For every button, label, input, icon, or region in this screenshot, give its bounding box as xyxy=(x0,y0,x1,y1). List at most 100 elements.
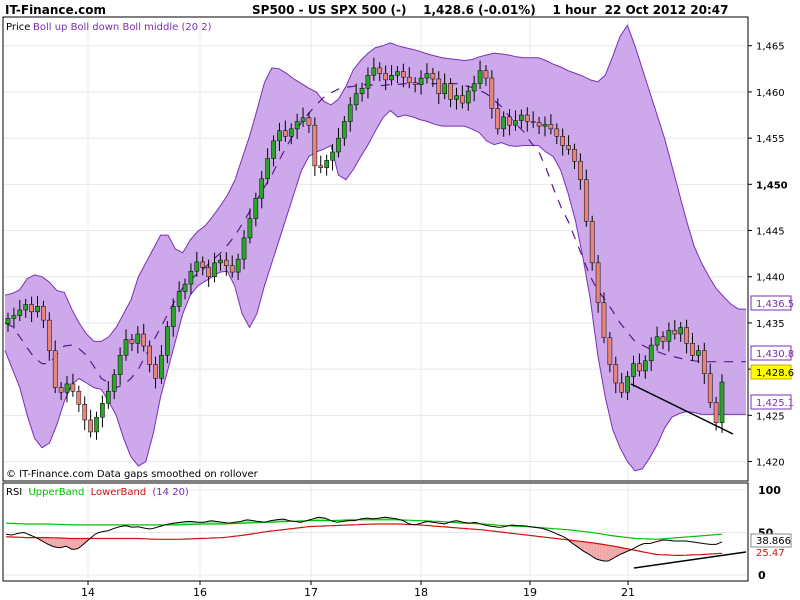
candle-body xyxy=(601,302,607,338)
rsi-oversold-fill xyxy=(65,538,69,548)
rsi-grid xyxy=(4,484,746,580)
boll-middle-label-box xyxy=(750,345,792,361)
candle-body xyxy=(572,148,577,162)
candle-body xyxy=(182,283,188,292)
candle-body xyxy=(578,160,583,180)
rsi-oversold-fill xyxy=(77,538,81,549)
candle-body xyxy=(194,261,200,272)
candle-body xyxy=(560,136,565,146)
candle-body xyxy=(713,402,719,423)
price-legend-series: Boll up Boll down Boll middle (20 2) xyxy=(33,22,212,33)
candle-body xyxy=(536,122,542,127)
rsi-oversold-fill xyxy=(62,538,66,548)
rsi-trend-line xyxy=(633,551,747,569)
rsi-overbought-fill xyxy=(185,521,188,525)
candle-body xyxy=(247,218,253,239)
candle-body xyxy=(530,121,536,123)
candle-body xyxy=(123,339,129,356)
candle-body xyxy=(696,350,701,356)
rsi-oversold-fill xyxy=(56,537,60,548)
candle-body xyxy=(41,306,46,321)
price-footer-note: © IT-Finance.com Data gaps smoothed on r… xyxy=(6,469,259,480)
brand-title: IT-Finance.com xyxy=(5,3,106,17)
candle-body xyxy=(401,71,406,78)
candle-body xyxy=(253,197,259,219)
candle-body xyxy=(483,70,489,79)
candle-body xyxy=(336,137,341,153)
chart-title: SP500 - US SPX 500 (-) 1,428.6 (-0.01%) … xyxy=(252,3,728,17)
candle-body xyxy=(589,221,595,264)
price-tick-label: 1,460 xyxy=(756,88,785,99)
candle-body xyxy=(460,95,465,104)
rsi-oversold-fill xyxy=(584,541,588,554)
last-value-labels: 1,436.5 1,430.8 1,428.6 1,425.1 xyxy=(750,295,794,410)
rsi-line xyxy=(5,516,723,562)
candle-body xyxy=(58,387,64,393)
candle-body xyxy=(625,376,630,393)
candle-body xyxy=(105,391,111,404)
rsi-lowerband-line xyxy=(5,523,723,556)
rsi-overbought-fill xyxy=(187,521,191,525)
rsi-oversold-fill xyxy=(572,540,576,546)
candle-body xyxy=(200,261,206,268)
candle-body xyxy=(88,419,93,433)
candle-body xyxy=(684,327,689,344)
rsi-oversold-fill xyxy=(605,544,609,562)
candle-body xyxy=(111,374,117,392)
rsi-oversold-fill xyxy=(608,545,612,561)
rsi-legend-lower: LowerBand xyxy=(91,487,147,498)
candle-body xyxy=(548,124,554,130)
rsi-oversold-fill xyxy=(47,537,51,546)
candle-body xyxy=(70,383,76,392)
candle-body xyxy=(11,315,17,319)
candle-body xyxy=(371,67,377,76)
candle-body xyxy=(265,158,270,180)
candle-body xyxy=(347,104,353,122)
rsi-oversold-fill xyxy=(617,546,621,556)
price-tick-label: 1,435 xyxy=(756,319,785,330)
rsi-oversold-fill xyxy=(611,545,615,560)
rsi-tick-label: 100 xyxy=(758,484,781,497)
rsi-legend-params: (14 20) xyxy=(152,487,189,498)
candle-body xyxy=(507,116,512,126)
candle-body xyxy=(436,78,442,95)
candle-body xyxy=(100,403,105,418)
candle-body xyxy=(701,350,707,374)
candle-body xyxy=(619,382,625,393)
candle-body xyxy=(76,391,82,405)
trend-line xyxy=(630,383,734,435)
candle-body xyxy=(377,67,383,74)
candle-body xyxy=(165,326,170,356)
rsi-oversold-fill xyxy=(599,543,603,561)
candle-body xyxy=(454,95,459,100)
candle-body xyxy=(170,306,176,327)
candle-body xyxy=(129,339,135,344)
boll-middle-line xyxy=(4,83,746,389)
candle-body xyxy=(690,342,695,356)
candle-body xyxy=(672,330,678,335)
price-candles xyxy=(5,57,725,440)
candle-body xyxy=(495,108,501,130)
candle-body xyxy=(277,130,282,142)
candle-body xyxy=(389,75,394,81)
price-tick-label: 1,440 xyxy=(756,273,785,284)
candle-body xyxy=(241,237,247,260)
boll-up-label-box xyxy=(750,295,792,311)
candle-body xyxy=(330,151,335,161)
rsi-oversold-fill xyxy=(581,541,585,552)
candle-body xyxy=(359,87,365,95)
candle-body xyxy=(64,383,70,393)
candle-body xyxy=(583,179,589,222)
time-tick-label: 17 xyxy=(304,586,318,599)
rsi-oversold-fill xyxy=(59,538,63,548)
candle-body xyxy=(513,120,518,126)
candle-body xyxy=(312,124,318,167)
rsi-oversold-fill xyxy=(596,543,600,560)
price-legend-prefix: Price xyxy=(6,22,30,33)
boll-up-label: 1,436.5 xyxy=(756,299,794,310)
rsi-upper-label: 38.866 xyxy=(756,536,791,547)
candle-body xyxy=(442,83,447,95)
rsi-oversold-fill xyxy=(71,538,75,550)
